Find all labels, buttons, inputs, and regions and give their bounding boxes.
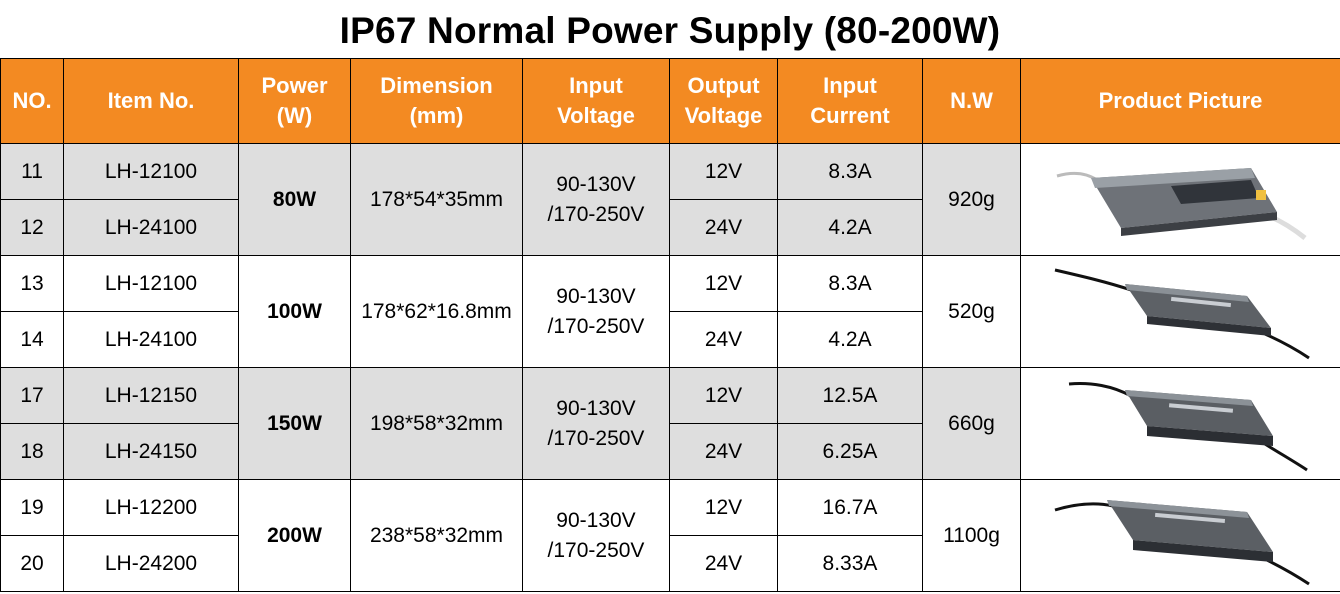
input-voltage-line1: 90-130V [556,284,636,308]
input-voltage-line1: 90-130V [556,508,636,532]
input-voltage-line1: 90-130V [556,396,636,420]
cell-no: 19 [0,479,64,536]
cell-product-picture [1020,143,1340,256]
header-net-weight: N.W [922,58,1021,144]
cell-power: 80W [238,143,351,256]
table-row: 14 LH-24100 24V 4.2A [0,311,1340,368]
input-voltage-line2: /170-250V [547,426,645,450]
power-supply-image [1054,499,1310,585]
header-item-no: Item No. [63,58,239,144]
cell-output-voltage: 24V [669,535,778,592]
power-supply-image [1068,381,1308,471]
cell-output-voltage: 24V [669,311,778,368]
cell-input-voltage: 90-130V/170-250V [522,479,670,592]
input-voltage-line1: 90-130V [556,172,636,196]
cell-no: 18 [0,423,64,480]
cell-dimension: 178*54*35mm [350,143,523,256]
cell-net-weight: 1100g [922,479,1021,592]
cell-item-no: LH-12150 [63,367,239,424]
header-dimension-line2: (mm) [409,103,464,128]
cell-output-voltage: 12V [669,367,778,424]
cell-net-weight: 920g [922,143,1021,256]
cell-input-current: 12.5A [777,367,923,424]
cell-product-picture [1020,255,1340,368]
header-row: NO. Item No. Power (W) Dimension (mm) Inpu… [0,58,1340,144]
spec-table: NO. Item No. Power (W) Dimension (mm) Inpu… [0,58,1340,592]
cell-output-voltage: 24V [669,423,778,480]
header-output-voltage: Output Voltage [669,58,778,144]
cell-output-voltage: 24V [669,199,778,256]
page-title: IP67 Normal Power Supply (80-200W) [339,10,1001,51]
header-power: Power (W) [238,58,351,144]
table-row: 13 LH-12100 100W 178*62*16.8mm 90-130V/1… [0,255,1340,368]
cell-item-no: LH-12100 [63,143,239,200]
header-dimension: Dimension (mm) [350,58,523,144]
table-row: 11 LH-12100 80W 178*54*35mm 90-130V/170-… [0,143,1340,256]
cell-power: 150W [238,367,351,480]
cell-power: 100W [238,255,351,368]
cell-input-current: 8.33A [777,535,923,592]
cell-power: 200W [238,479,351,592]
cell-output-voltage: 12V [669,255,778,312]
table-row: 18 LH-24150 24V 6.25A [0,423,1340,480]
cell-dimension: 178*62*16.8mm [350,255,523,368]
cell-net-weight: 660g [922,367,1021,480]
header-output-voltage-line1: Output [687,73,760,98]
power-supply-image [1054,268,1310,359]
input-voltage-line2: /170-250V [547,202,645,226]
cell-input-current: 4.2A [777,311,923,368]
header-input-voltage-line2: Voltage [557,103,635,128]
table-row: 17 LH-12150 150W 198*58*32mm 90-130V/170… [0,367,1340,480]
header-product-picture: Product Picture [1020,58,1340,144]
header-input-voltage: Input Voltage [522,58,670,144]
table-row: 12 LH-24100 24V 4.2A [0,199,1340,256]
cell-no: 13 [0,255,64,312]
header-input-current-line2: Current [810,103,890,128]
header-power-line1: Power [261,73,328,98]
cell-input-current: 4.2A [777,199,923,256]
header-input-voltage-line1: Input [569,73,623,98]
header-no: NO. [0,58,64,144]
cell-item-no: LH-12100 [63,255,239,312]
cell-no: 20 [0,535,64,592]
cell-input-voltage: 90-130V/170-250V [522,255,670,368]
power-supply-image [1056,167,1307,240]
cell-product-picture [1020,367,1340,480]
header-dimension-line1: Dimension [380,73,493,98]
cell-net-weight: 520g [922,255,1021,368]
cell-product-picture [1020,479,1340,592]
cell-no: 17 [0,367,64,424]
cell-no: 12 [0,199,64,256]
cell-input-current: 16.7A [777,479,923,536]
cell-dimension: 238*58*32mm [350,479,523,592]
cell-item-no: LH-12200 [63,479,239,536]
cell-item-no: LH-24100 [63,199,239,256]
cell-item-no: LH-24150 [63,423,239,480]
header-input-current-line1: Input [823,73,877,98]
header-output-voltage-line2: Voltage [684,103,763,128]
table-row: 20 LH-24200 24V 8.33A [0,535,1340,592]
cell-no: 11 [0,143,64,200]
cell-dimension: 198*58*32mm [350,367,523,480]
header-power-line2: (W) [276,103,313,128]
table-row: 19 LH-12200 200W 238*58*32mm 90-130V/170… [0,479,1340,592]
cell-no: 14 [0,311,64,368]
cell-input-current: 8.3A [777,255,923,312]
input-voltage-line2: /170-250V [547,314,645,338]
cell-input-voltage: 90-130V/170-250V [522,367,670,480]
cell-input-current: 8.3A [777,143,923,200]
cell-output-voltage: 12V [669,479,778,536]
cell-item-no: LH-24100 [63,311,239,368]
header-input-current: Input Current [777,58,923,144]
cell-input-voltage: 90-130V/170-250V [522,143,670,256]
cell-item-no: LH-24200 [63,535,239,592]
cell-input-current: 6.25A [777,423,923,480]
cell-output-voltage: 12V [669,143,778,200]
input-voltage-line2: /170-250V [547,538,645,562]
